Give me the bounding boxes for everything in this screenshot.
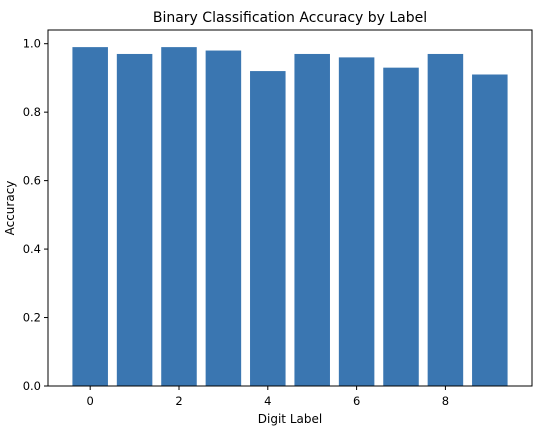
y-axis-ticks: 0.0 0.2 0.4 0.6 0.8 1.0: [23, 37, 48, 393]
y-tick-label: 1.0: [23, 37, 41, 51]
x-axis-label: Digit Label: [258, 412, 322, 426]
x-tick-label: 6: [353, 394, 360, 408]
x-axis-ticks: 0 2 4 6 8: [87, 386, 449, 408]
bar-digit-3: [205, 50, 242, 387]
x-tick-label: 8: [442, 394, 449, 408]
bar-digit-2: [161, 47, 197, 386]
y-tick-label: 0.2: [23, 311, 41, 325]
x-tick-label: 0: [87, 394, 94, 408]
bar-digit-4: [250, 71, 286, 387]
y-tick-label: 0.0: [23, 379, 41, 393]
chart-title: Binary Classification Accuracy by Label: [153, 10, 427, 26]
bars-group: [72, 47, 508, 387]
bar-digit-7: [383, 67, 419, 387]
bar-digit-5: [294, 53, 330, 386]
plot-frame: [47, 29, 533, 387]
x-tick-label: 4: [264, 394, 271, 408]
bar-digit-9: [472, 74, 508, 386]
y-tick-label: 0.6: [23, 174, 41, 188]
y-axis-label: Accuracy: [3, 181, 17, 236]
y-tick-label: 0.8: [23, 105, 41, 119]
x-tick-label: 2: [175, 394, 182, 408]
bar-digit-8: [427, 53, 464, 386]
y-tick-label: 0.4: [23, 242, 41, 256]
bar-digit-1: [116, 53, 153, 386]
bar-digit-0: [72, 47, 108, 386]
bar-digit-6: [338, 57, 375, 387]
